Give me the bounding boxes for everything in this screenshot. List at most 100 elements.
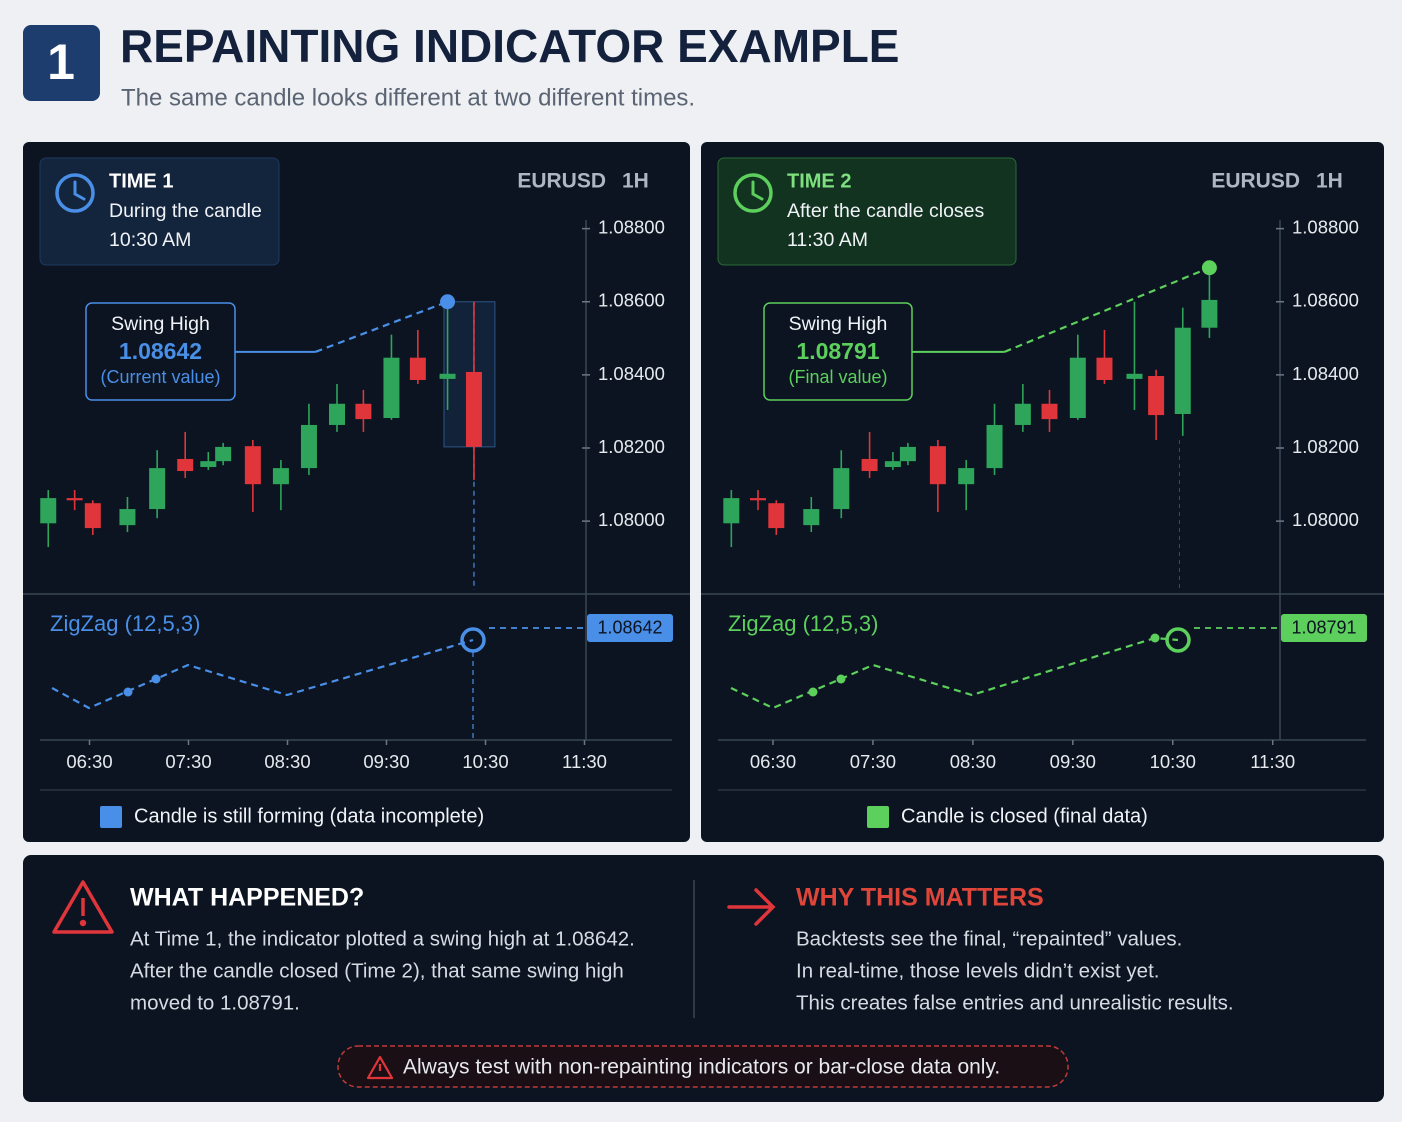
swing-box — [763, 302, 913, 401]
summary-line: Backtests see the final, “repainted” val… — [796, 927, 1182, 950]
y-tick-label: 1.08400 — [1292, 363, 1359, 384]
x-tick-label: 10:30 — [462, 751, 508, 772]
indicator-ring — [1165, 627, 1191, 653]
x-tick-label: 11:30 — [1250, 751, 1295, 772]
summary-title: WHY THIS MATTERS — [796, 884, 1044, 912]
indicator-dot — [1150, 633, 1160, 643]
swing-marker — [1201, 260, 1217, 276]
candle-body — [1041, 403, 1058, 420]
info-box — [39, 157, 280, 266]
y-tick-label: 1.08000 — [598, 509, 665, 530]
candle-body — [768, 503, 785, 529]
indicator-name: ZigZag (12,5,3) — [50, 611, 200, 636]
indicator-dot — [808, 687, 818, 697]
candle-body — [383, 357, 400, 419]
x-tick-label: 09:30 — [1050, 751, 1096, 772]
candle-body — [300, 424, 317, 469]
indicator-line — [730, 636, 1179, 710]
x-tick-label: 08:30 — [264, 751, 310, 772]
time-clock: 11:30 AM — [787, 229, 868, 251]
time-label: TIME 1 — [109, 170, 173, 192]
candle-body — [861, 458, 878, 472]
x-tick-label: 08:30 — [950, 751, 996, 772]
x-tick-label: 10:30 — [1150, 751, 1196, 772]
timeframe: 1H — [1316, 170, 1343, 193]
zigzag-line — [1004, 266, 1210, 353]
x-tick-label: 07:30 — [850, 751, 896, 772]
clock-hands — [73, 180, 86, 201]
indicator-dot — [151, 674, 161, 684]
time-state: After the candle closes — [787, 200, 985, 222]
y-tick-label: 1.08200 — [598, 436, 665, 457]
swing-note: (Final value) — [788, 367, 887, 387]
candle-body — [465, 371, 482, 447]
summary-panel — [23, 855, 1384, 1102]
candle-body — [149, 468, 166, 510]
symbol: EURUSD — [1211, 170, 1300, 193]
indicator-value: 1.08791 — [1291, 617, 1356, 637]
candle-body — [833, 468, 850, 510]
candle-body — [1096, 357, 1113, 380]
indicator-value: 1.08642 — [597, 617, 662, 637]
swing-value: 1.08642 — [119, 338, 202, 364]
candle-body — [723, 498, 740, 524]
subtitle: The same candle looks different at two d… — [121, 84, 695, 111]
title: REPAINTING INDICATOR EXAMPLE — [120, 20, 899, 72]
swing-box — [85, 302, 236, 401]
summary-line: This creates false entries and unrealist… — [796, 991, 1234, 1014]
swing-note: (Current value) — [100, 367, 220, 387]
candle-body — [215, 446, 232, 462]
x-tick-label: 11:30 — [562, 751, 607, 772]
candle-body — [986, 424, 1003, 469]
charts: TIME 1 During the candle 10:30 AM EURUSD 1H 1… — [23, 142, 1384, 842]
x-tick-label: 06:30 — [750, 751, 796, 772]
candle-body — [84, 503, 101, 529]
swing-marker — [440, 294, 456, 310]
candle-body — [899, 446, 916, 462]
y-tick-label: 1.08000 — [1292, 509, 1359, 530]
warning-icon — [52, 880, 114, 934]
candle-body — [1201, 299, 1218, 328]
candle-body — [803, 509, 820, 526]
indicator-name: ZigZag (12,5,3) — [728, 611, 878, 636]
clock-icon — [55, 173, 95, 213]
y-tick-label: 1.08600 — [1292, 290, 1359, 311]
summary-line: moved to 1.08791. — [130, 991, 300, 1014]
candle-body — [439, 373, 456, 379]
x-tick-label: 06:30 — [66, 751, 112, 772]
time-clock: 10:30 AM — [109, 229, 191, 251]
time-label: TIME 2 — [787, 170, 851, 192]
candle-body — [929, 446, 946, 485]
summary-title: WHAT HAPPENED? — [130, 884, 364, 912]
indicator-line — [51, 638, 474, 710]
candle-body — [1069, 357, 1086, 419]
x-tick-label: 07:30 — [165, 751, 211, 772]
badge — [23, 25, 100, 101]
summary-line: At Time 1, the indicator plotted a swing… — [130, 927, 635, 950]
clock-icon — [733, 173, 773, 213]
y-tick-label: 1.08200 — [1292, 436, 1359, 457]
indicator-badge — [1281, 614, 1367, 642]
candle-body — [119, 509, 136, 526]
indicator-dot — [123, 687, 133, 697]
symbol: EURUSD — [517, 170, 606, 193]
indicator-dot — [836, 674, 846, 684]
indicator-ring — [460, 627, 486, 653]
indicator-badge — [587, 614, 673, 642]
candle-body — [409, 357, 426, 380]
swing-value: 1.08791 — [796, 338, 879, 364]
tip-pill — [337, 1045, 1069, 1088]
candle-body — [40, 498, 57, 524]
candle-body — [272, 468, 289, 485]
candle-body — [66, 498, 83, 501]
candle-body — [1174, 327, 1191, 414]
y-tick-label: 1.08800 — [598, 217, 665, 238]
candle-body — [200, 461, 217, 468]
swing-title: Swing High — [789, 313, 888, 335]
summary-line: In real-time, those levels didn’t exist … — [796, 959, 1159, 982]
candle-body — [1014, 403, 1031, 425]
clock-hands — [751, 180, 764, 201]
time-state: During the candle — [109, 200, 262, 222]
y-tick-label: 1.08800 — [1292, 217, 1359, 238]
